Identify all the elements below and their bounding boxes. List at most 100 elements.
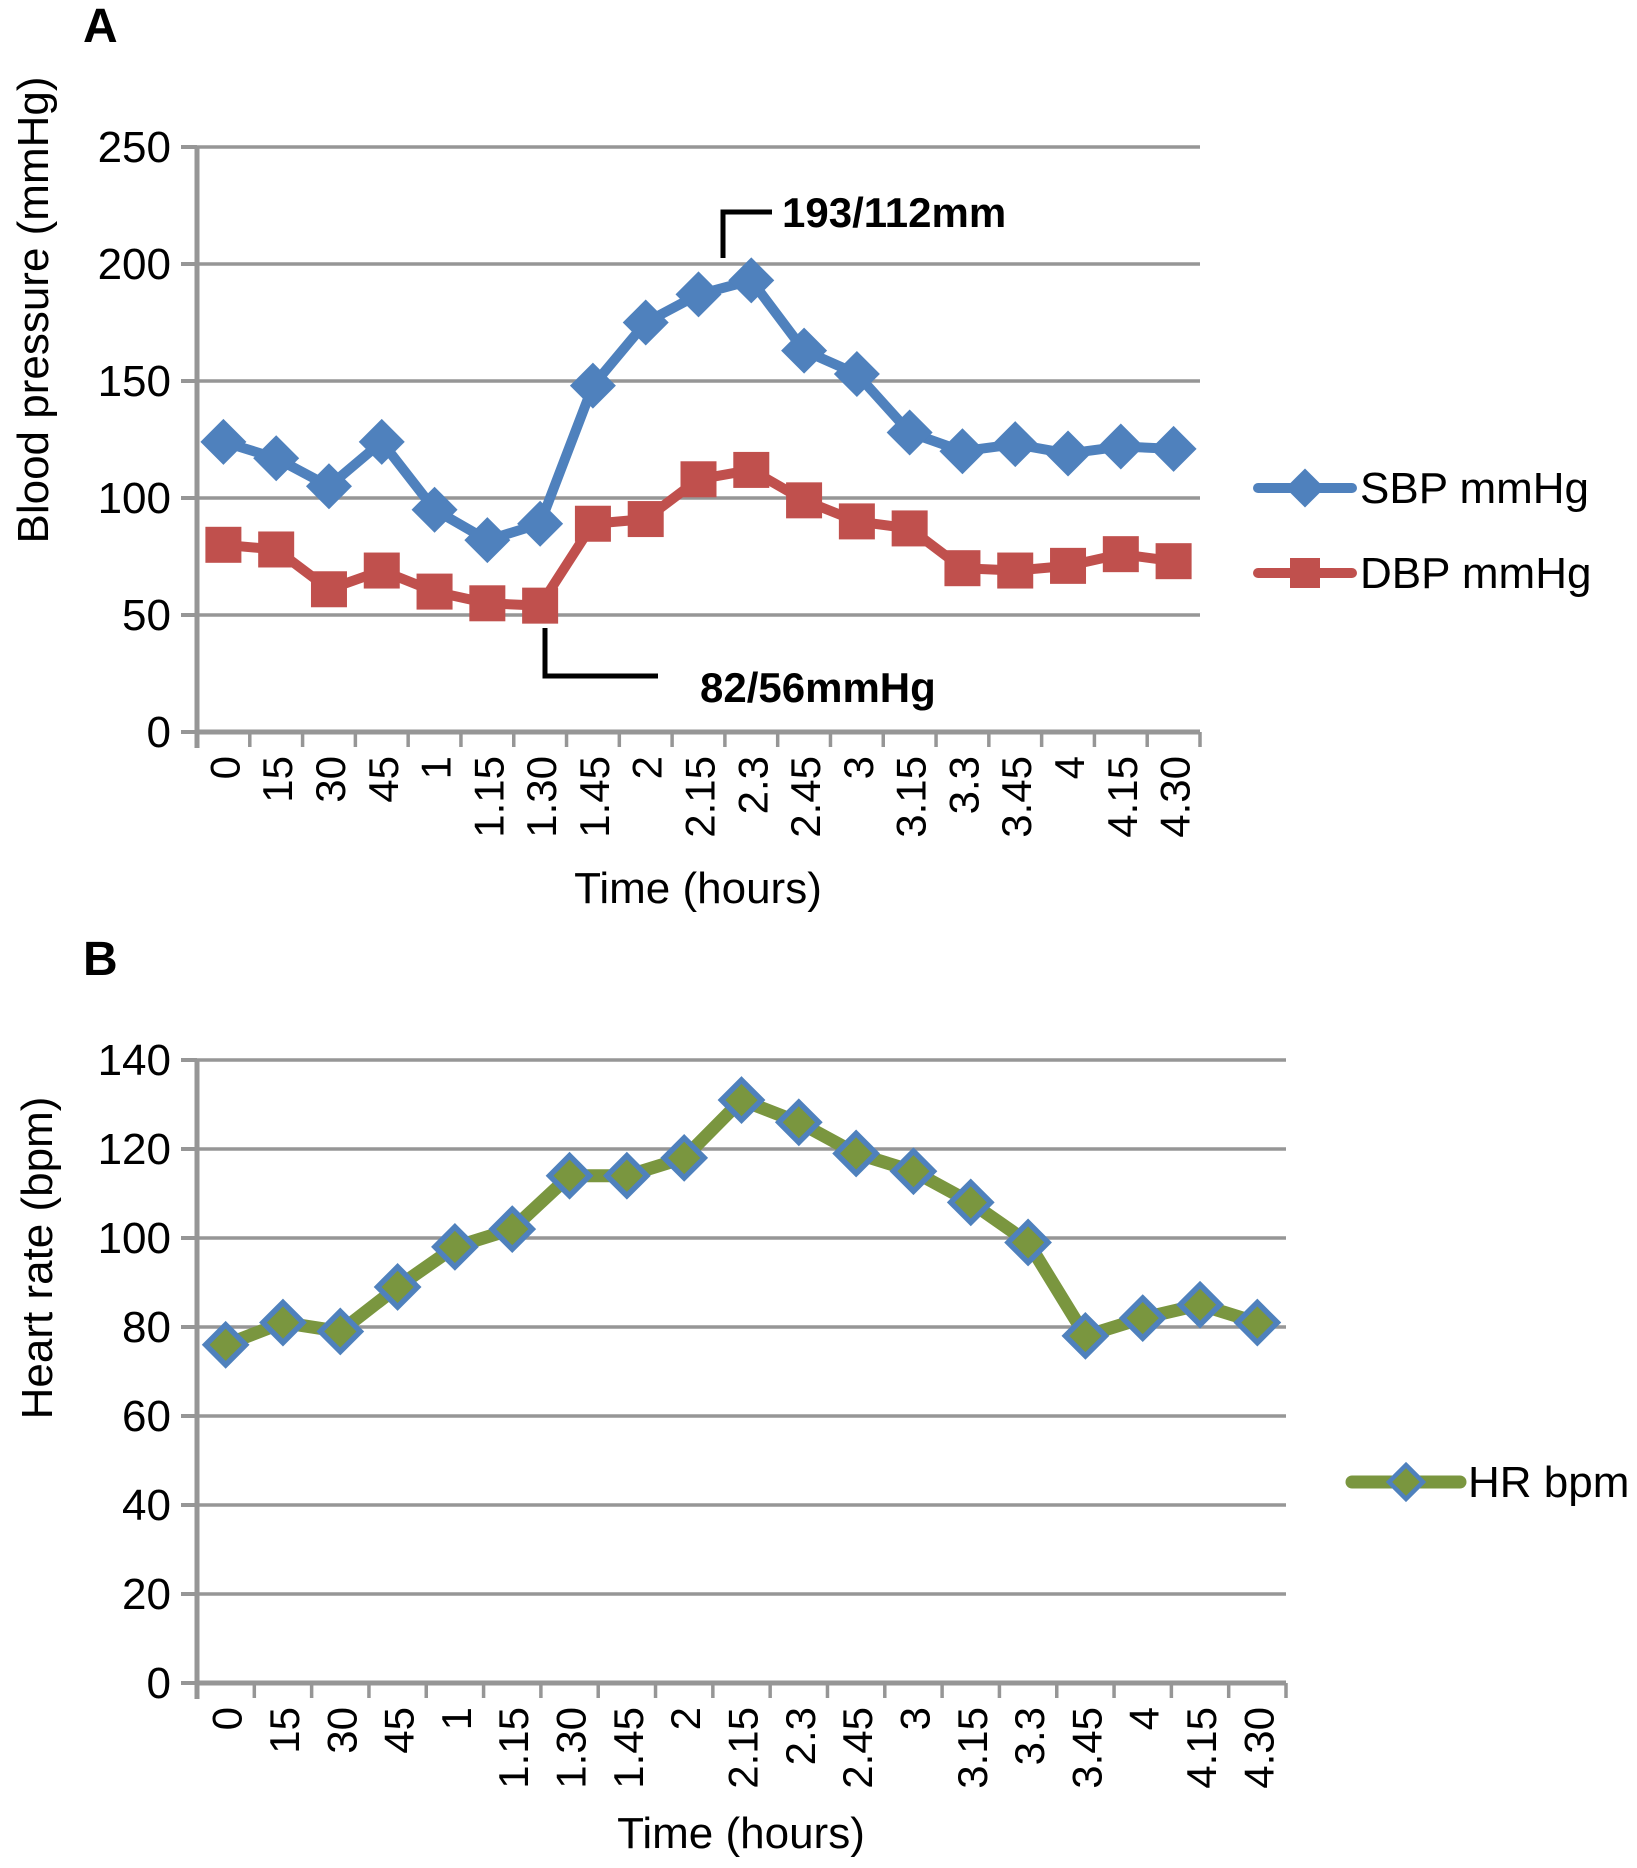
data-point-marker — [545, 1151, 594, 1200]
data-point-marker — [1176, 1280, 1224, 1329]
data-point-marker — [363, 552, 400, 589]
y-tick-label: 150 — [98, 357, 171, 406]
data-point-marker — [728, 257, 775, 304]
data-point-marker — [939, 428, 986, 475]
annotation-text: 193/112mm — [782, 189, 1006, 236]
legend-marker — [1290, 558, 1320, 588]
data-point-marker — [1050, 547, 1087, 584]
x-tick-label: 3 — [891, 1707, 938, 1730]
x-tick-label: 1.45 — [605, 1707, 652, 1789]
series-line-sbp-mmhg — [218, 275, 1179, 546]
data-point-marker — [675, 271, 722, 318]
y-tick-label: 20 — [122, 1570, 171, 1619]
data-point-marker — [889, 1147, 938, 1196]
y-tick-label: 80 — [122, 1303, 171, 1352]
x-tick-label: 15 — [254, 756, 301, 803]
data-point-marker — [660, 1134, 709, 1182]
data-point-marker — [946, 1178, 995, 1227]
data-point-marker — [517, 500, 564, 547]
data-point-marker — [680, 461, 717, 498]
x-tick-label: 1.30 — [548, 1707, 595, 1789]
annotation-leader-line — [720, 209, 772, 258]
panel-a-chart: 250 200 150 100 50 0 0 15 30 45 1 1.15 1.30 1.45 2 2.15… — [9, 0, 1591, 913]
data-point-marker — [464, 517, 511, 564]
data-point-marker — [833, 350, 880, 397]
data-point-marker — [1004, 1218, 1052, 1267]
data-point-marker — [205, 526, 242, 563]
data-point-marker — [200, 418, 247, 465]
x-tick-label: 1.15 — [465, 756, 512, 838]
x-tick-label: 0 — [204, 1707, 251, 1730]
x-tick-label: 4.30 — [1235, 1707, 1282, 1789]
y-tick-label: 0 — [147, 1659, 171, 1708]
y-axis-title: Blood pressure (mmHg) — [9, 76, 58, 543]
x-tick-label: 3.15 — [949, 1707, 996, 1789]
x-tick-label: 2.45 — [834, 1707, 881, 1789]
x-axis-title: Time (hours) — [574, 864, 822, 913]
x-tick-label: 2.3 — [777, 1707, 824, 1765]
data-point-marker — [416, 573, 453, 610]
x-tick-label: 0 — [201, 756, 248, 779]
data-point-marker — [717, 1076, 766, 1124]
data-point-marker — [1118, 1294, 1167, 1342]
data-point-marker — [469, 585, 506, 622]
y-tick-label: 50 — [122, 591, 171, 640]
panel-letter: A — [83, 0, 118, 53]
x-tick-label: 2.45 — [782, 756, 829, 838]
annotation-text: 82/56mmHg — [700, 664, 936, 711]
data-point-marker — [488, 1205, 537, 1253]
data-point-marker — [781, 327, 828, 374]
y-tick-label: 100 — [98, 1214, 171, 1263]
data-point-marker — [1155, 543, 1192, 580]
data-point-marker — [602, 1151, 651, 1200]
data-point-marker — [305, 463, 352, 510]
x-tick-label: 30 — [307, 756, 354, 803]
legend-marker — [1385, 1461, 1427, 1503]
x-tick-label: 45 — [376, 1707, 423, 1754]
x-tick-label: 3.15 — [888, 756, 935, 838]
x-tick-label: 4.30 — [1152, 756, 1199, 838]
data-point-marker — [373, 1263, 422, 1311]
data-point-marker — [574, 505, 611, 542]
x-tick-label: 2.15 — [720, 1707, 767, 1789]
data-point-marker — [431, 1223, 479, 1271]
x-tick-label: 4 — [1046, 756, 1093, 779]
x-tick-label: 1 — [413, 756, 460, 779]
data-point-marker — [733, 451, 770, 488]
x-tick-label: 2 — [624, 756, 671, 779]
data-point-marker — [886, 409, 933, 456]
x-tick-label: 1.30 — [518, 756, 565, 838]
y-tick-label: 100 — [98, 474, 171, 523]
x-tick-label: 2 — [662, 1707, 709, 1730]
data-point-marker — [522, 587, 559, 624]
data-point-marker — [997, 552, 1034, 589]
x-tick-label: 3.3 — [1006, 1707, 1053, 1765]
y-tick-label: 250 — [98, 123, 171, 172]
x-tick-label: 45 — [360, 756, 407, 803]
data-point-marker — [310, 571, 347, 608]
y-tick-label: 0 — [147, 708, 171, 757]
data-point-marker — [358, 418, 405, 465]
data-point-marker — [627, 501, 664, 538]
data-point-marker — [1233, 1298, 1282, 1347]
series-line-hr-bpm — [219, 1093, 1264, 1352]
panel-letter: B — [83, 933, 118, 986]
y-tick-label: 200 — [98, 240, 171, 289]
data-point-marker — [1097, 423, 1144, 470]
data-point-marker — [774, 1098, 823, 1147]
y-tick-label: 60 — [122, 1392, 171, 1441]
legend-label: HR bpm — [1468, 1458, 1629, 1507]
legend-label: SBP mmHg — [1360, 464, 1589, 513]
x-tick-label: 4.15 — [1178, 1707, 1225, 1789]
x-tick-label: 2.3 — [729, 756, 776, 814]
x-tick-label: 3.3 — [940, 756, 987, 814]
data-point-marker — [1150, 425, 1197, 472]
data-point-marker — [891, 510, 928, 547]
x-tick-label: 3.45 — [1063, 1707, 1110, 1789]
data-point-marker — [838, 503, 875, 540]
data-point-marker — [259, 1298, 307, 1347]
data-point-marker — [944, 550, 981, 587]
y-tick-label: 140 — [98, 1036, 171, 1085]
x-tick-label: 1 — [433, 1707, 480, 1730]
